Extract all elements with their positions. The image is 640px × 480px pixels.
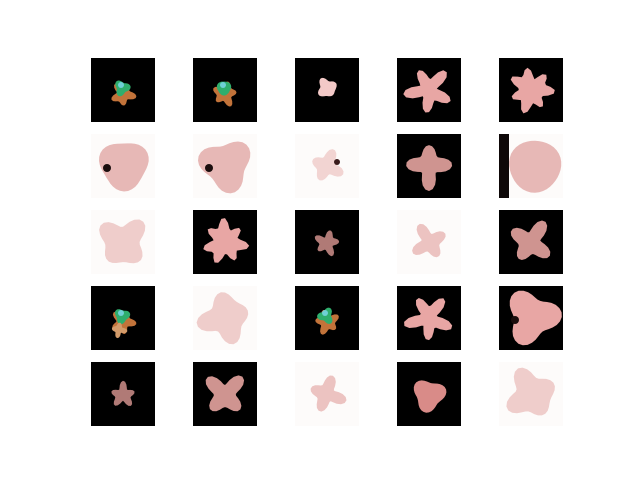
sample-graphic: [397, 210, 461, 274]
sample-image: [295, 58, 359, 122]
sample-image: [193, 134, 257, 198]
sample-graphic: [91, 58, 155, 122]
sample-graphic: [397, 134, 461, 198]
sample-graphic: [295, 362, 359, 426]
sample-image: [193, 58, 257, 122]
sample-image: [499, 58, 563, 122]
sample-graphic: [193, 58, 257, 122]
sample-image: [499, 362, 563, 426]
sample-image: [91, 286, 155, 350]
sample-graphic: [499, 210, 563, 274]
sample-image: [91, 210, 155, 274]
sample-graphic: [397, 362, 461, 426]
sample-graphic: [91, 286, 155, 350]
sample-image: [91, 362, 155, 426]
sample-image: [193, 286, 257, 350]
sample-image: [397, 210, 461, 274]
sample-image: [499, 134, 563, 198]
sample-image: [499, 210, 563, 274]
sample-image: [193, 210, 257, 274]
sample-image: [397, 134, 461, 198]
sample-graphic: [295, 134, 359, 198]
sample-graphic: [295, 210, 359, 274]
sample-image: [193, 362, 257, 426]
sample-graphic: [499, 362, 563, 426]
sample-graphic: [91, 134, 155, 198]
sample-graphic: [193, 134, 257, 198]
sample-graphic: [397, 58, 461, 122]
sample-graphic: [193, 286, 257, 350]
sample-image: [397, 58, 461, 122]
sample-graphic: [499, 286, 563, 350]
sample-image: [397, 286, 461, 350]
sample-image: [295, 286, 359, 350]
sample-image: [91, 134, 155, 198]
sample-image: [295, 134, 359, 198]
sample-image: [295, 210, 359, 274]
sample-graphic: [193, 210, 257, 274]
sample-graphic: [499, 58, 563, 122]
sample-image: [295, 362, 359, 426]
sample-graphic: [295, 58, 359, 122]
sample-image: [397, 362, 461, 426]
sample-graphic: [91, 210, 155, 274]
sample-graphic: [193, 362, 257, 426]
sample-graphic: [91, 362, 155, 426]
sample-image: [91, 58, 155, 122]
sample-graphic: [397, 286, 461, 350]
sample-graphic: [295, 286, 359, 350]
sample-image: [499, 286, 563, 350]
sample-graphic: [499, 134, 563, 198]
